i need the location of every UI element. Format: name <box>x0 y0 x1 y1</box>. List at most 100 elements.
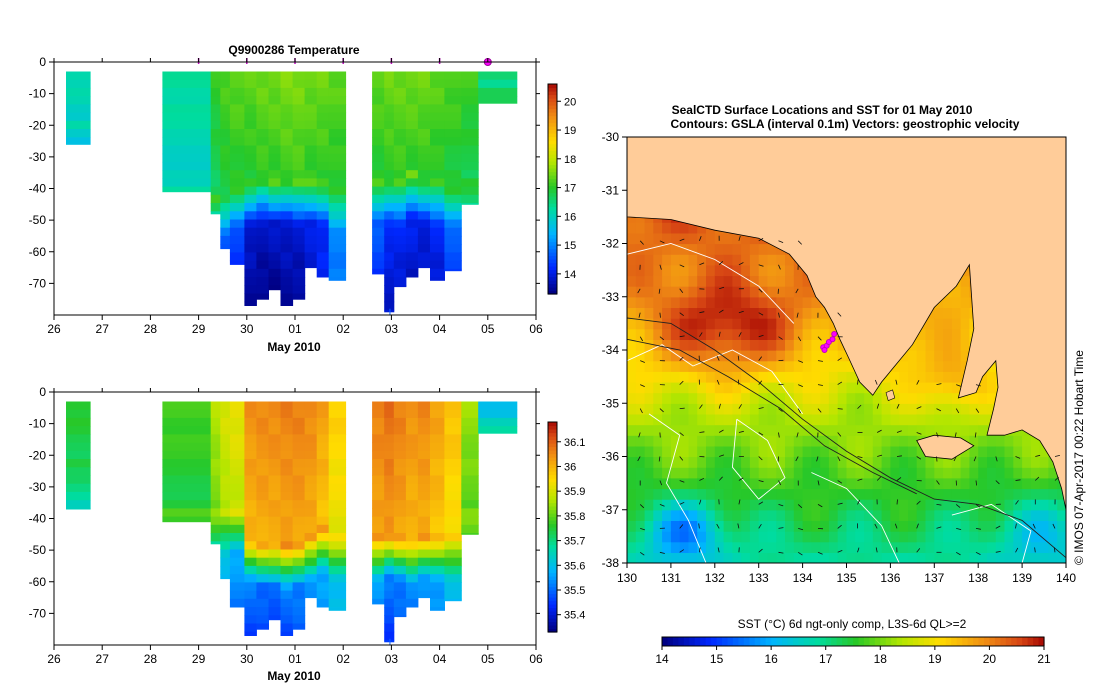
section-cell <box>280 87 294 97</box>
section-cell <box>244 541 257 550</box>
section-cell <box>229 104 245 114</box>
sst-cell <box>767 499 777 511</box>
section-cell <box>244 104 257 114</box>
sst-cell <box>776 318 786 330</box>
map-colorbar-segment <box>983 637 991 646</box>
sst-cell <box>758 488 769 500</box>
section-cell <box>417 401 431 411</box>
sst-cell <box>1039 477 1050 490</box>
section-cell <box>372 426 385 435</box>
velocity-vector <box>916 523 919 529</box>
section-cell <box>444 516 462 526</box>
colorbar-segment <box>548 520 557 525</box>
section-cell <box>372 450 385 460</box>
velocity-vector <box>975 528 981 530</box>
sst-cell <box>670 392 681 404</box>
section-cell <box>229 450 245 460</box>
section-cell <box>229 252 245 262</box>
sst-cell <box>811 318 821 330</box>
section-cell <box>244 161 257 171</box>
velocity-vector <box>1052 523 1056 529</box>
map-colorbar-segment <box>940 637 947 646</box>
section-cell <box>304 252 318 262</box>
sst-cell <box>820 318 830 330</box>
sst-cell <box>951 360 962 372</box>
sst-cell <box>855 392 865 404</box>
sst-cell <box>635 371 646 383</box>
section-cell <box>405 459 419 468</box>
colorbar-segment <box>548 474 557 479</box>
section-cell <box>210 508 221 518</box>
section-cell <box>417 500 431 509</box>
section-cell <box>210 417 221 427</box>
colorbar-segment <box>548 478 557 483</box>
sst-cell <box>688 509 698 521</box>
sst-cell <box>899 477 909 490</box>
section-cell <box>405 500 419 509</box>
section-cell <box>292 417 306 427</box>
sst-cell <box>828 413 839 426</box>
sst-cell <box>846 520 856 532</box>
sst-cell <box>758 307 769 319</box>
section-cell <box>405 211 419 220</box>
sst-cell <box>723 243 733 255</box>
section-cell <box>444 137 462 146</box>
section-cell <box>292 500 306 509</box>
section-cell <box>384 153 395 163</box>
map-colorbar-segment <box>722 637 729 646</box>
section-cell <box>372 145 385 155</box>
section-cell <box>405 442 419 452</box>
sst-cell <box>785 286 795 298</box>
section-cell <box>162 153 212 163</box>
section-cell <box>292 467 306 476</box>
sst-cell <box>828 456 839 468</box>
sst-cell <box>820 307 830 319</box>
sst-cell <box>785 467 795 479</box>
sst-cell <box>855 477 865 490</box>
section-cell <box>292 285 306 294</box>
section-cell <box>461 524 479 534</box>
section-cell <box>256 508 269 518</box>
map-colorbar-segment <box>667 637 674 646</box>
sst-cell <box>688 264 698 277</box>
section-cell <box>461 112 479 122</box>
velocity-vector <box>837 312 842 317</box>
sst-cell <box>1057 531 1066 543</box>
section-cell <box>384 574 395 583</box>
sst-cell <box>1039 531 1050 543</box>
velocity-vector <box>719 454 725 457</box>
sst-cell <box>714 243 725 255</box>
section-cell <box>430 557 445 567</box>
sst-cell <box>837 445 848 458</box>
sst-cell <box>714 296 725 308</box>
sst-cell <box>627 254 637 266</box>
section-cell <box>256 252 269 262</box>
sst-cell <box>908 392 918 404</box>
sst-cell <box>987 392 997 404</box>
velocity-vector <box>659 336 665 341</box>
sst-cell <box>679 488 690 500</box>
velocity-vector <box>679 501 685 505</box>
velocity-vector <box>640 384 645 387</box>
section-cell <box>417 145 431 155</box>
sst-cell <box>855 435 865 447</box>
sst-cell <box>697 509 707 521</box>
sst-cell <box>916 445 927 458</box>
sst-cell <box>1030 477 1041 490</box>
section-cell <box>268 96 281 105</box>
velocity-vector <box>817 336 822 341</box>
sst-cell <box>670 222 681 234</box>
section-cell <box>256 582 269 592</box>
sst-cell <box>749 413 760 426</box>
section-cell <box>244 170 257 179</box>
section-cell <box>268 87 281 97</box>
section-cell <box>268 153 281 163</box>
section-cell <box>229 244 245 253</box>
section-cell <box>210 71 221 81</box>
sst-cell <box>732 371 742 383</box>
section-cell <box>66 426 91 435</box>
section-cell <box>384 639 395 643</box>
section-cell <box>430 227 445 237</box>
section-cell <box>372 96 385 105</box>
sst-cell <box>864 403 874 415</box>
